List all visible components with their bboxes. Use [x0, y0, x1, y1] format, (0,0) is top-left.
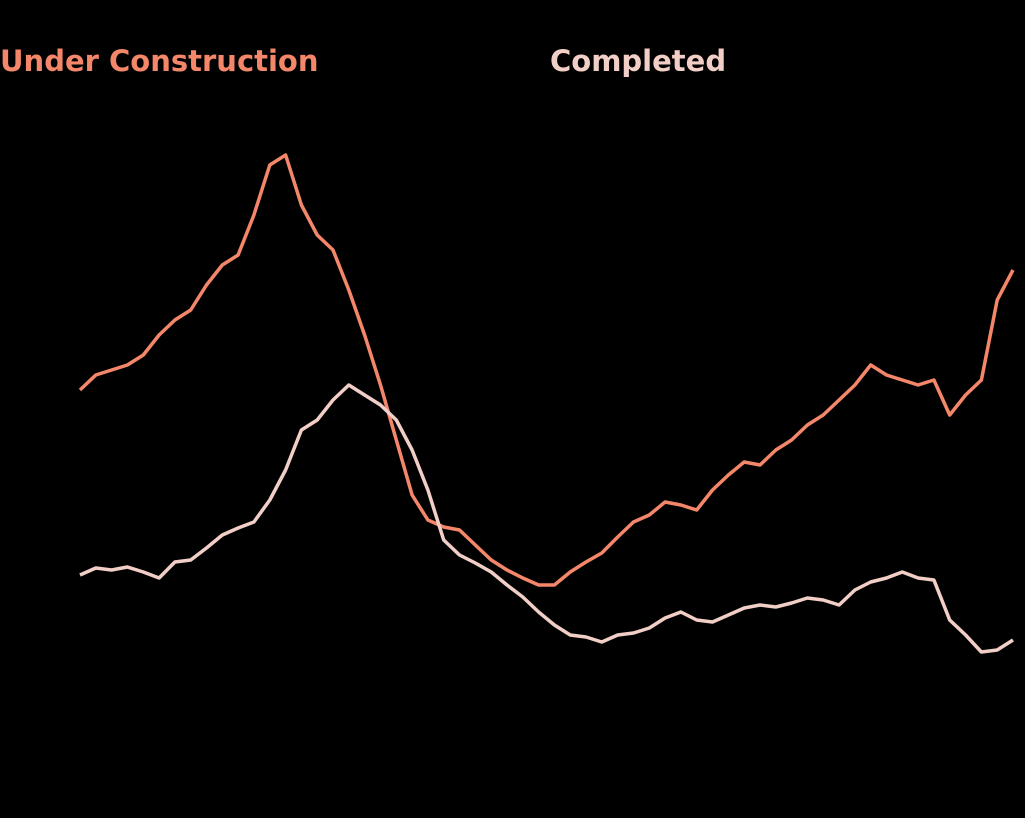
line: [78, 153, 1015, 587]
legend-label: Completed: [550, 44, 726, 78]
legend-label: Under Construction: [0, 44, 319, 78]
line: [79, 383, 1014, 654]
